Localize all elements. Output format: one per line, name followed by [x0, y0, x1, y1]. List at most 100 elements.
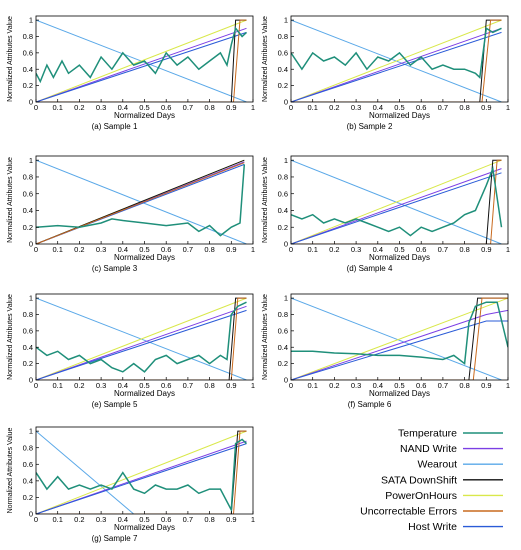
y-tick-label: 0.2 [278, 81, 288, 90]
panel-caption: (f) Sample 6 [348, 400, 392, 409]
y-tick-label: 0.4 [278, 343, 288, 352]
series-line [36, 309, 247, 380]
x-tick-label: 0.3 [351, 245, 361, 254]
y-tick-label: 0.8 [278, 310, 288, 319]
y-tick-label: 0 [29, 376, 33, 385]
series-line [291, 309, 508, 380]
series-line [291, 31, 502, 102]
series-group [36, 19, 248, 102]
chart-panel: 0 0.1 0.2 0.3 0.4 0.5 0.6 0.7 0.8 0.9 1 0 0.2 0.4 0.6 0… [262, 155, 510, 273]
y-axis-label: Normalized Attributes Value [7, 294, 14, 380]
panel-caption: (g) Sample 7 [92, 534, 138, 543]
y-tick-label: 0.4 [23, 65, 33, 74]
series-group [291, 297, 508, 380]
x-tick-label: 0.3 [96, 245, 106, 254]
chart-panel: 0 0.1 0.2 0.3 0.4 0.5 0.6 0.7 0.8 0.9 1 0 0.2 0.4 0.6 0… [7, 426, 255, 543]
y-tick-label: 0 [29, 240, 33, 249]
chart-panel: 0 0.1 0.2 0.3 0.4 0.5 0.6 0.7 0.8 0.9 1 0 0.2 0.4 0.6 0… [7, 155, 255, 273]
series-line [36, 164, 246, 237]
series-group [36, 430, 248, 514]
x-tick-label: 0.9 [226, 515, 236, 524]
x-tick-label: 0 [34, 381, 38, 390]
series-line [36, 19, 247, 102]
series-line [36, 31, 247, 102]
y-tick-label: 0.8 [23, 173, 33, 182]
x-tick-label: 1 [506, 245, 510, 254]
x-tick-label: 0.8 [459, 103, 469, 112]
x-tick-label: 0 [289, 381, 293, 390]
x-tick-label: 0.6 [416, 381, 426, 390]
y-tick-label: 0.2 [23, 81, 33, 90]
panel-caption: (c) Sample 3 [92, 264, 138, 273]
y-tick-label: 0.2 [278, 223, 288, 232]
x-tick-label: 0.1 [52, 381, 62, 390]
y-tick-label: 0.8 [23, 443, 33, 452]
legend-label: Temperature [398, 428, 457, 440]
series-line [36, 27, 247, 102]
panel-caption: (a) Sample 1 [92, 122, 138, 131]
series-line [291, 301, 508, 366]
legend-label: Wearout [418, 459, 458, 471]
x-axis-label: Normalized Days [114, 523, 175, 532]
x-tick-label: 0.3 [96, 381, 106, 390]
x-tick-label: 0.2 [74, 515, 84, 524]
x-tick-label: 0.9 [481, 103, 491, 112]
y-tick-label: 0.6 [23, 460, 33, 469]
y-tick-label: 1 [284, 156, 288, 165]
x-tick-label: 0.6 [416, 103, 426, 112]
series-line [291, 297, 508, 380]
x-tick-label: 0.6 [416, 245, 426, 254]
y-tick-label: 0.4 [23, 206, 33, 215]
x-axis-label: Normalized Days [369, 389, 430, 398]
y-axis-label: Normalized Attributes Value [7, 16, 14, 102]
series-line [36, 26, 248, 84]
x-tick-label: 0.4 [118, 381, 128, 390]
x-tick-label: 1 [506, 103, 510, 112]
series-line [291, 297, 508, 380]
x-tick-label: 0 [34, 245, 38, 254]
legend-label: Uncorrectable Errors [360, 506, 457, 518]
panel-caption: (e) Sample 5 [92, 400, 138, 409]
y-tick-label: 0.4 [278, 65, 288, 74]
series-line [291, 168, 502, 244]
y-tick-label: 0.8 [278, 32, 288, 41]
x-axis-label: Normalized Days [114, 389, 175, 398]
x-tick-label: 0.6 [161, 381, 171, 390]
x-tick-label: 0.5 [394, 103, 404, 112]
y-tick-label: 0.2 [278, 359, 288, 368]
y-tick-label: 0.6 [23, 48, 33, 57]
y-tick-label: 0.8 [23, 32, 33, 41]
series-line [291, 165, 503, 237]
x-tick-label: 0.5 [394, 245, 404, 254]
series-line [36, 297, 247, 380]
y-tick-label: 0.4 [278, 206, 288, 215]
x-tick-label: 1 [251, 245, 255, 254]
x-tick-label: 0.7 [183, 515, 193, 524]
x-tick-label: 0.4 [373, 245, 383, 254]
x-tick-label: 0 [34, 515, 38, 524]
y-tick-label: 0.2 [23, 359, 33, 368]
x-tick-label: 0 [289, 103, 293, 112]
y-tick-label: 0 [284, 376, 288, 385]
legend-label: SATA DownShift [381, 474, 457, 486]
x-tick-label: 0.9 [226, 103, 236, 112]
x-tick-label: 0.1 [307, 103, 317, 112]
x-tick-label: 0 [289, 245, 293, 254]
legend-label: Host Write [408, 521, 457, 533]
y-tick-label: 0.6 [278, 189, 288, 198]
panel-caption: (d) Sample 4 [347, 264, 393, 273]
series-line [291, 19, 502, 102]
y-tick-label: 0.2 [23, 493, 33, 502]
series-line [36, 438, 248, 513]
series-line [36, 430, 135, 514]
x-tick-label: 0.6 [161, 103, 171, 112]
x-tick-label: 0.2 [329, 103, 339, 112]
chart-panel: 0 0.1 0.2 0.3 0.4 0.5 0.6 0.7 0.8 0.9 1 0 0.2 0.4 0.6 0… [7, 15, 255, 131]
y-tick-label: 0 [29, 510, 33, 519]
y-tick-label: 1 [284, 294, 288, 303]
x-tick-label: 0.6 [161, 515, 171, 524]
x-tick-label: 0 [34, 103, 38, 112]
x-tick-label: 0.8 [204, 245, 214, 254]
x-tick-label: 0.5 [394, 381, 404, 390]
chart-panel: 0 0.1 0.2 0.3 0.4 0.5 0.6 0.7 0.8 0.9 1 0 0.2 0.4 0.6 0… [262, 15, 510, 131]
